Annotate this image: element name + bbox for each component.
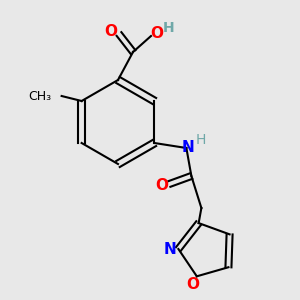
Text: O: O [186,277,199,292]
Text: N: N [164,242,177,256]
Text: H: H [195,133,206,147]
Text: CH₃: CH₃ [28,89,52,103]
Text: O: O [151,26,164,41]
Text: O: O [155,178,168,193]
Text: O: O [104,23,118,38]
Text: H: H [163,21,175,35]
Text: N: N [182,140,195,154]
